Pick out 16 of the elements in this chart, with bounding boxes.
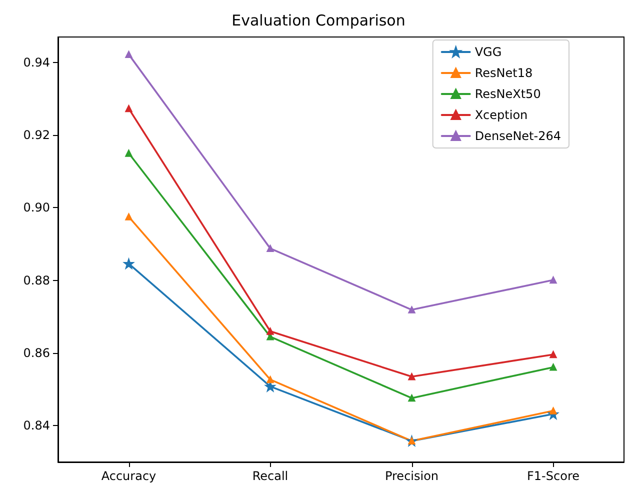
y-tick-label: 0.88 [23, 273, 50, 288]
y-tick-label: 0.92 [23, 128, 50, 142]
x-tick-label: Precision [384, 469, 439, 483]
x-tick-label: Accuracy [101, 469, 156, 483]
legend-label: DenseNet-264 [474, 129, 562, 143]
legend-label: Xception [474, 108, 528, 122]
x-tick-label: F1-Score [527, 469, 580, 483]
legend-label: ResNet18 [474, 66, 533, 80]
legend-label: VGG [474, 45, 502, 59]
legend-label: ResNeXt50 [474, 87, 541, 101]
y-tick-label: 0.94 [23, 55, 50, 70]
x-tick-label: Recall [252, 469, 288, 483]
y-tick-label: 0.84 [23, 418, 50, 433]
chart-title: Evaluation Comparison [232, 12, 406, 30]
y-tick-label: 0.86 [23, 346, 50, 360]
y-tick-label: 0.90 [23, 200, 50, 215]
